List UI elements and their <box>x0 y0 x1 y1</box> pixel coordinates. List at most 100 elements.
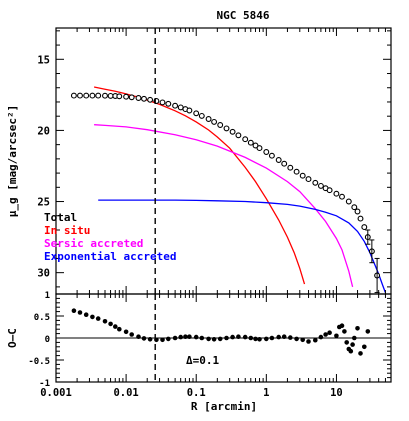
total-point <box>333 190 340 197</box>
total-point <box>354 208 361 215</box>
residual-point <box>217 336 223 342</box>
ytick-label: 0 <box>45 335 50 345</box>
residual-point <box>355 326 360 331</box>
residual-point <box>358 351 363 356</box>
residual-point <box>313 337 318 343</box>
total-point <box>128 94 135 101</box>
residual-point <box>136 334 141 340</box>
residual-point <box>327 330 332 336</box>
profile-marks <box>70 28 387 294</box>
residual-point <box>199 335 205 341</box>
residual-point <box>71 308 77 314</box>
residual-point <box>113 324 118 329</box>
error-bar <box>369 239 375 264</box>
residual-point <box>288 335 293 340</box>
residual-point <box>187 334 192 340</box>
ytick-label: 1 <box>45 291 50 301</box>
residual-point <box>141 336 147 341</box>
residual-point <box>276 334 282 340</box>
residual-ytick-labels: 1 0.5 0 -0.5 -1 <box>28 291 50 389</box>
ytick-label: -0.5 <box>28 357 50 367</box>
residual-point <box>193 334 199 340</box>
residual-point <box>365 329 371 334</box>
residual-point <box>236 334 241 340</box>
residual-point <box>147 337 153 342</box>
total-point <box>339 193 345 200</box>
total-point <box>70 92 77 99</box>
residual-point <box>294 336 299 342</box>
residual-marks <box>56 294 391 382</box>
residual-point <box>108 321 113 327</box>
xtick-label: 0.1 <box>187 387 206 399</box>
total-point <box>247 139 254 146</box>
residual-point <box>306 339 311 344</box>
total-point <box>172 102 179 109</box>
residual-point <box>83 312 89 318</box>
profile-ylabel: μ_g [mag/arcsec²] <box>6 105 19 218</box>
residual-point <box>154 337 159 343</box>
total-point <box>268 152 275 159</box>
total-point <box>95 92 102 99</box>
residual-point <box>257 337 262 342</box>
residual-point <box>166 336 171 342</box>
total-point <box>305 176 312 183</box>
total-point <box>116 93 123 100</box>
legend-item-sersic-accreted: Sersic accreted <box>44 237 143 250</box>
xtick-label: 0.001 <box>40 387 72 399</box>
residual-ylabel: O–C <box>6 328 19 348</box>
residual-point <box>344 340 350 345</box>
total-point <box>242 136 249 143</box>
total-point <box>177 104 184 111</box>
xtick-label: 10 <box>330 387 343 399</box>
total-point <box>293 168 300 175</box>
total-point <box>275 157 282 163</box>
total-point <box>351 204 358 211</box>
residual-point <box>178 334 183 340</box>
legend-item-total: Total <box>44 211 77 224</box>
ytick-label: 30 <box>37 268 50 280</box>
profile-ticks <box>55 28 392 294</box>
residual-point <box>334 333 339 339</box>
total-point <box>141 95 147 102</box>
error-bar <box>365 229 371 245</box>
total-point <box>89 92 96 99</box>
residual-point <box>264 336 269 342</box>
total-point <box>281 160 288 167</box>
residual-point <box>318 334 324 340</box>
total-point <box>147 96 154 103</box>
residual-point <box>77 310 83 315</box>
residual-point <box>95 316 101 321</box>
residual-point <box>323 332 328 337</box>
total-point <box>317 182 324 189</box>
total-point <box>198 112 205 119</box>
residual-point <box>183 334 188 340</box>
total-point <box>361 224 368 231</box>
total-point <box>256 145 263 152</box>
residual-point <box>339 323 345 329</box>
residual-point <box>102 319 108 324</box>
residual-point <box>172 335 178 341</box>
residual-point <box>160 337 165 343</box>
residual-panel: 1 0.5 0 -0.5 -1 0.001 0.01 0.1 1 10 O–C Δ=0.1 <box>6 291 392 399</box>
total-point <box>235 132 242 139</box>
total-point <box>326 187 333 194</box>
residual-point <box>117 326 122 332</box>
total-point <box>135 95 142 101</box>
total-point <box>357 215 364 222</box>
total-point <box>229 128 236 135</box>
residual-point <box>281 334 287 340</box>
ytick-label: 20 <box>37 125 50 137</box>
residual-point <box>206 336 211 342</box>
total-point <box>77 92 83 99</box>
total-point <box>287 164 294 171</box>
residual-point <box>123 329 129 335</box>
residual-point <box>253 336 258 342</box>
total-point <box>83 92 90 99</box>
total-point <box>345 198 352 205</box>
residual-point <box>362 344 367 350</box>
series-sersic-accreted-line <box>94 124 354 288</box>
total-point <box>186 107 193 114</box>
residual-point <box>242 334 248 340</box>
